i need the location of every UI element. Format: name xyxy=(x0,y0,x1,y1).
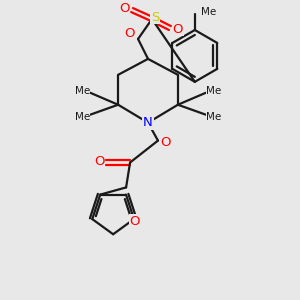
Text: N: N xyxy=(143,116,153,129)
Text: Me: Me xyxy=(75,86,90,96)
Text: Me: Me xyxy=(206,112,221,122)
Text: O: O xyxy=(94,155,104,168)
Text: O: O xyxy=(172,22,183,35)
Text: Me: Me xyxy=(206,86,221,96)
Text: Me: Me xyxy=(201,7,216,17)
Text: O: O xyxy=(130,214,140,228)
Text: S: S xyxy=(151,11,159,24)
Text: O: O xyxy=(161,136,171,149)
Text: Me: Me xyxy=(75,112,90,122)
Text: O: O xyxy=(119,2,129,15)
Text: O: O xyxy=(124,28,134,40)
